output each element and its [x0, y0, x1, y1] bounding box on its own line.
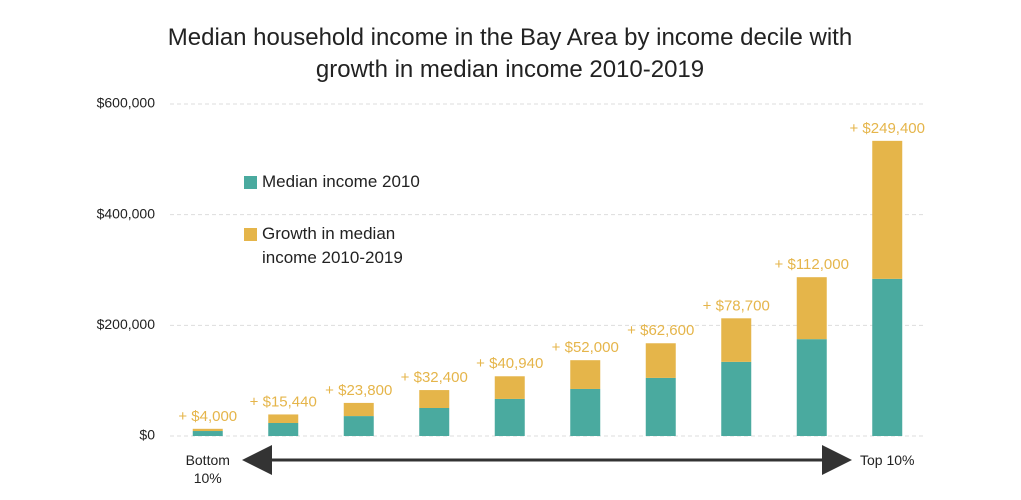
y-tick-label: $600,000 [97, 95, 156, 111]
bar-segment [721, 318, 752, 362]
bar-segment [570, 388, 601, 436]
value-label: + $15,440 [250, 393, 317, 410]
y-tick-label: $400,000 [97, 205, 156, 221]
legend-swatch [244, 228, 257, 241]
bar-segment [494, 398, 525, 436]
bar-segment [645, 343, 676, 378]
value-label: + $4,000 [178, 408, 237, 425]
legend-swatch [244, 176, 257, 189]
bar-segment [494, 376, 525, 399]
y-tick-label: $200,000 [97, 316, 156, 332]
value-label: + $249,400 [850, 120, 926, 137]
value-label: + $62,600 [627, 322, 694, 339]
y-tick-label: $0 [139, 427, 155, 443]
bar-segment [721, 361, 752, 436]
x-tick-label: Bottom 10% [185, 452, 230, 486]
value-label: + $52,000 [552, 339, 619, 356]
bar-segment [192, 428, 223, 432]
bar-segment [268, 414, 299, 423]
value-label: + $78,700 [703, 297, 770, 314]
bar-segment [872, 278, 903, 436]
bar-segment [343, 416, 374, 436]
bar-segment [192, 431, 223, 436]
value-label: + $112,000 [775, 256, 849, 273]
bar-segment [419, 390, 450, 409]
value-label: + $23,800 [325, 382, 392, 399]
value-label: + $32,400 [401, 369, 468, 386]
bar-segment [872, 140, 903, 279]
bar-segment [419, 408, 450, 436]
legend-label: Median income 2010 [262, 172, 420, 191]
bar-segment [268, 422, 299, 436]
bar-segment [570, 360, 601, 389]
x-tick-label: Top 10% [860, 452, 915, 468]
chart-title: Median household income in the Bay Area … [167, 24, 853, 83]
bar-segment [645, 377, 676, 436]
bar-segment [343, 402, 374, 417]
value-label: + $40,940 [476, 355, 543, 372]
bar-segment [796, 339, 827, 436]
legend-label: Growth in median income 2010-2019 [262, 224, 403, 267]
bar-segment [796, 277, 827, 340]
